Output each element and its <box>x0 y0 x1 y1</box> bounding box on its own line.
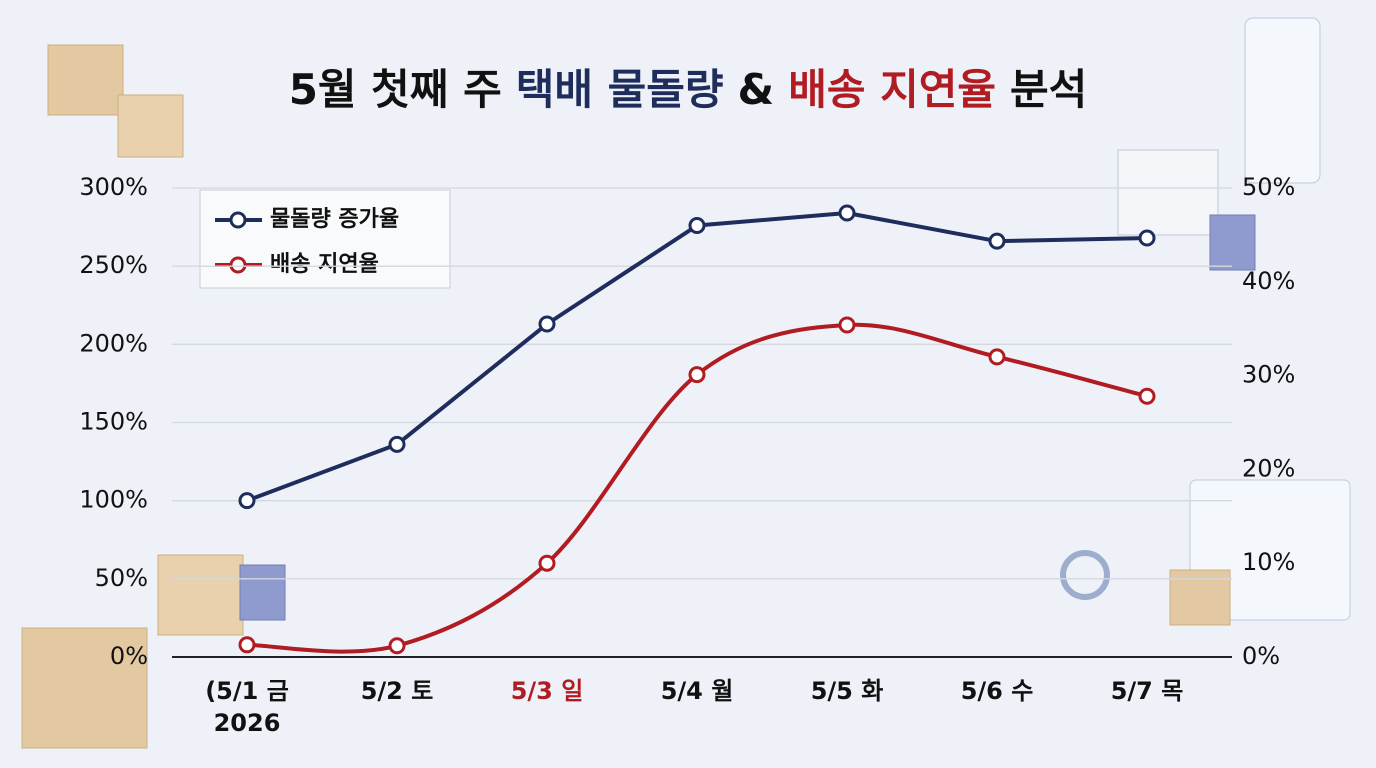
data-point <box>838 204 856 222</box>
title-part: 분석 <box>1010 65 1087 114</box>
title-part: 5월 첫째 주 <box>289 65 502 114</box>
y2-tick-label: 20% <box>1242 454 1295 482</box>
data-point <box>538 315 556 333</box>
data-point <box>688 217 706 235</box>
x-tick-label: (5/1 금 2026 <box>205 677 289 737</box>
y2-tick-label: 30% <box>1242 361 1295 389</box>
x-tick-label: 5/2 토 <box>361 677 434 705</box>
data-point <box>688 366 706 384</box>
y-tick-label: 150% <box>79 408 148 436</box>
legend-marker <box>229 256 247 274</box>
y2-tick-label: 10% <box>1242 548 1295 576</box>
y-tick-label: 0% <box>110 642 148 670</box>
data-point <box>838 316 856 334</box>
data-point <box>1138 387 1156 405</box>
data-point <box>238 636 256 654</box>
data-point <box>538 554 556 572</box>
y2-tick-label: 40% <box>1242 267 1295 295</box>
y-tick-label: 200% <box>79 329 148 357</box>
legend-label: 물돌량 증가율 <box>270 207 399 232</box>
data-point <box>988 232 1006 250</box>
chart-title: 5월 첫째 주 택배 물돌량 & 배송 지연율 분석 <box>289 65 1088 114</box>
y-tick-label: 300% <box>79 173 148 201</box>
x-tick-label: 5/5 화 <box>811 677 884 705</box>
y2-tick-label: 50% <box>1242 173 1295 201</box>
y-tick-label: 250% <box>79 251 148 279</box>
data-point <box>1138 229 1156 247</box>
x-tick-label: 5/4 월 <box>661 677 734 705</box>
legend-label: 배송 지연율 <box>270 252 379 277</box>
y2-tick-label: 0% <box>1242 642 1280 670</box>
data-point <box>988 348 1006 366</box>
y-tick-label: 100% <box>79 486 148 514</box>
title-part: & <box>738 65 775 114</box>
data-point <box>388 637 406 655</box>
title-part: 배송 지연율 <box>788 65 996 114</box>
data-point <box>238 492 256 510</box>
x-tick-label: 5/7 목 <box>1111 677 1184 705</box>
legend-marker <box>229 211 247 229</box>
x-tick-label: 5/6 수 <box>961 677 1034 705</box>
x-tick-label: 5/3 일 <box>511 677 584 705</box>
title-part: 택배 물돌량 <box>516 65 724 114</box>
decoration <box>21 17 1351 749</box>
data-point <box>388 435 406 453</box>
y-tick-label: 50% <box>95 564 148 592</box>
